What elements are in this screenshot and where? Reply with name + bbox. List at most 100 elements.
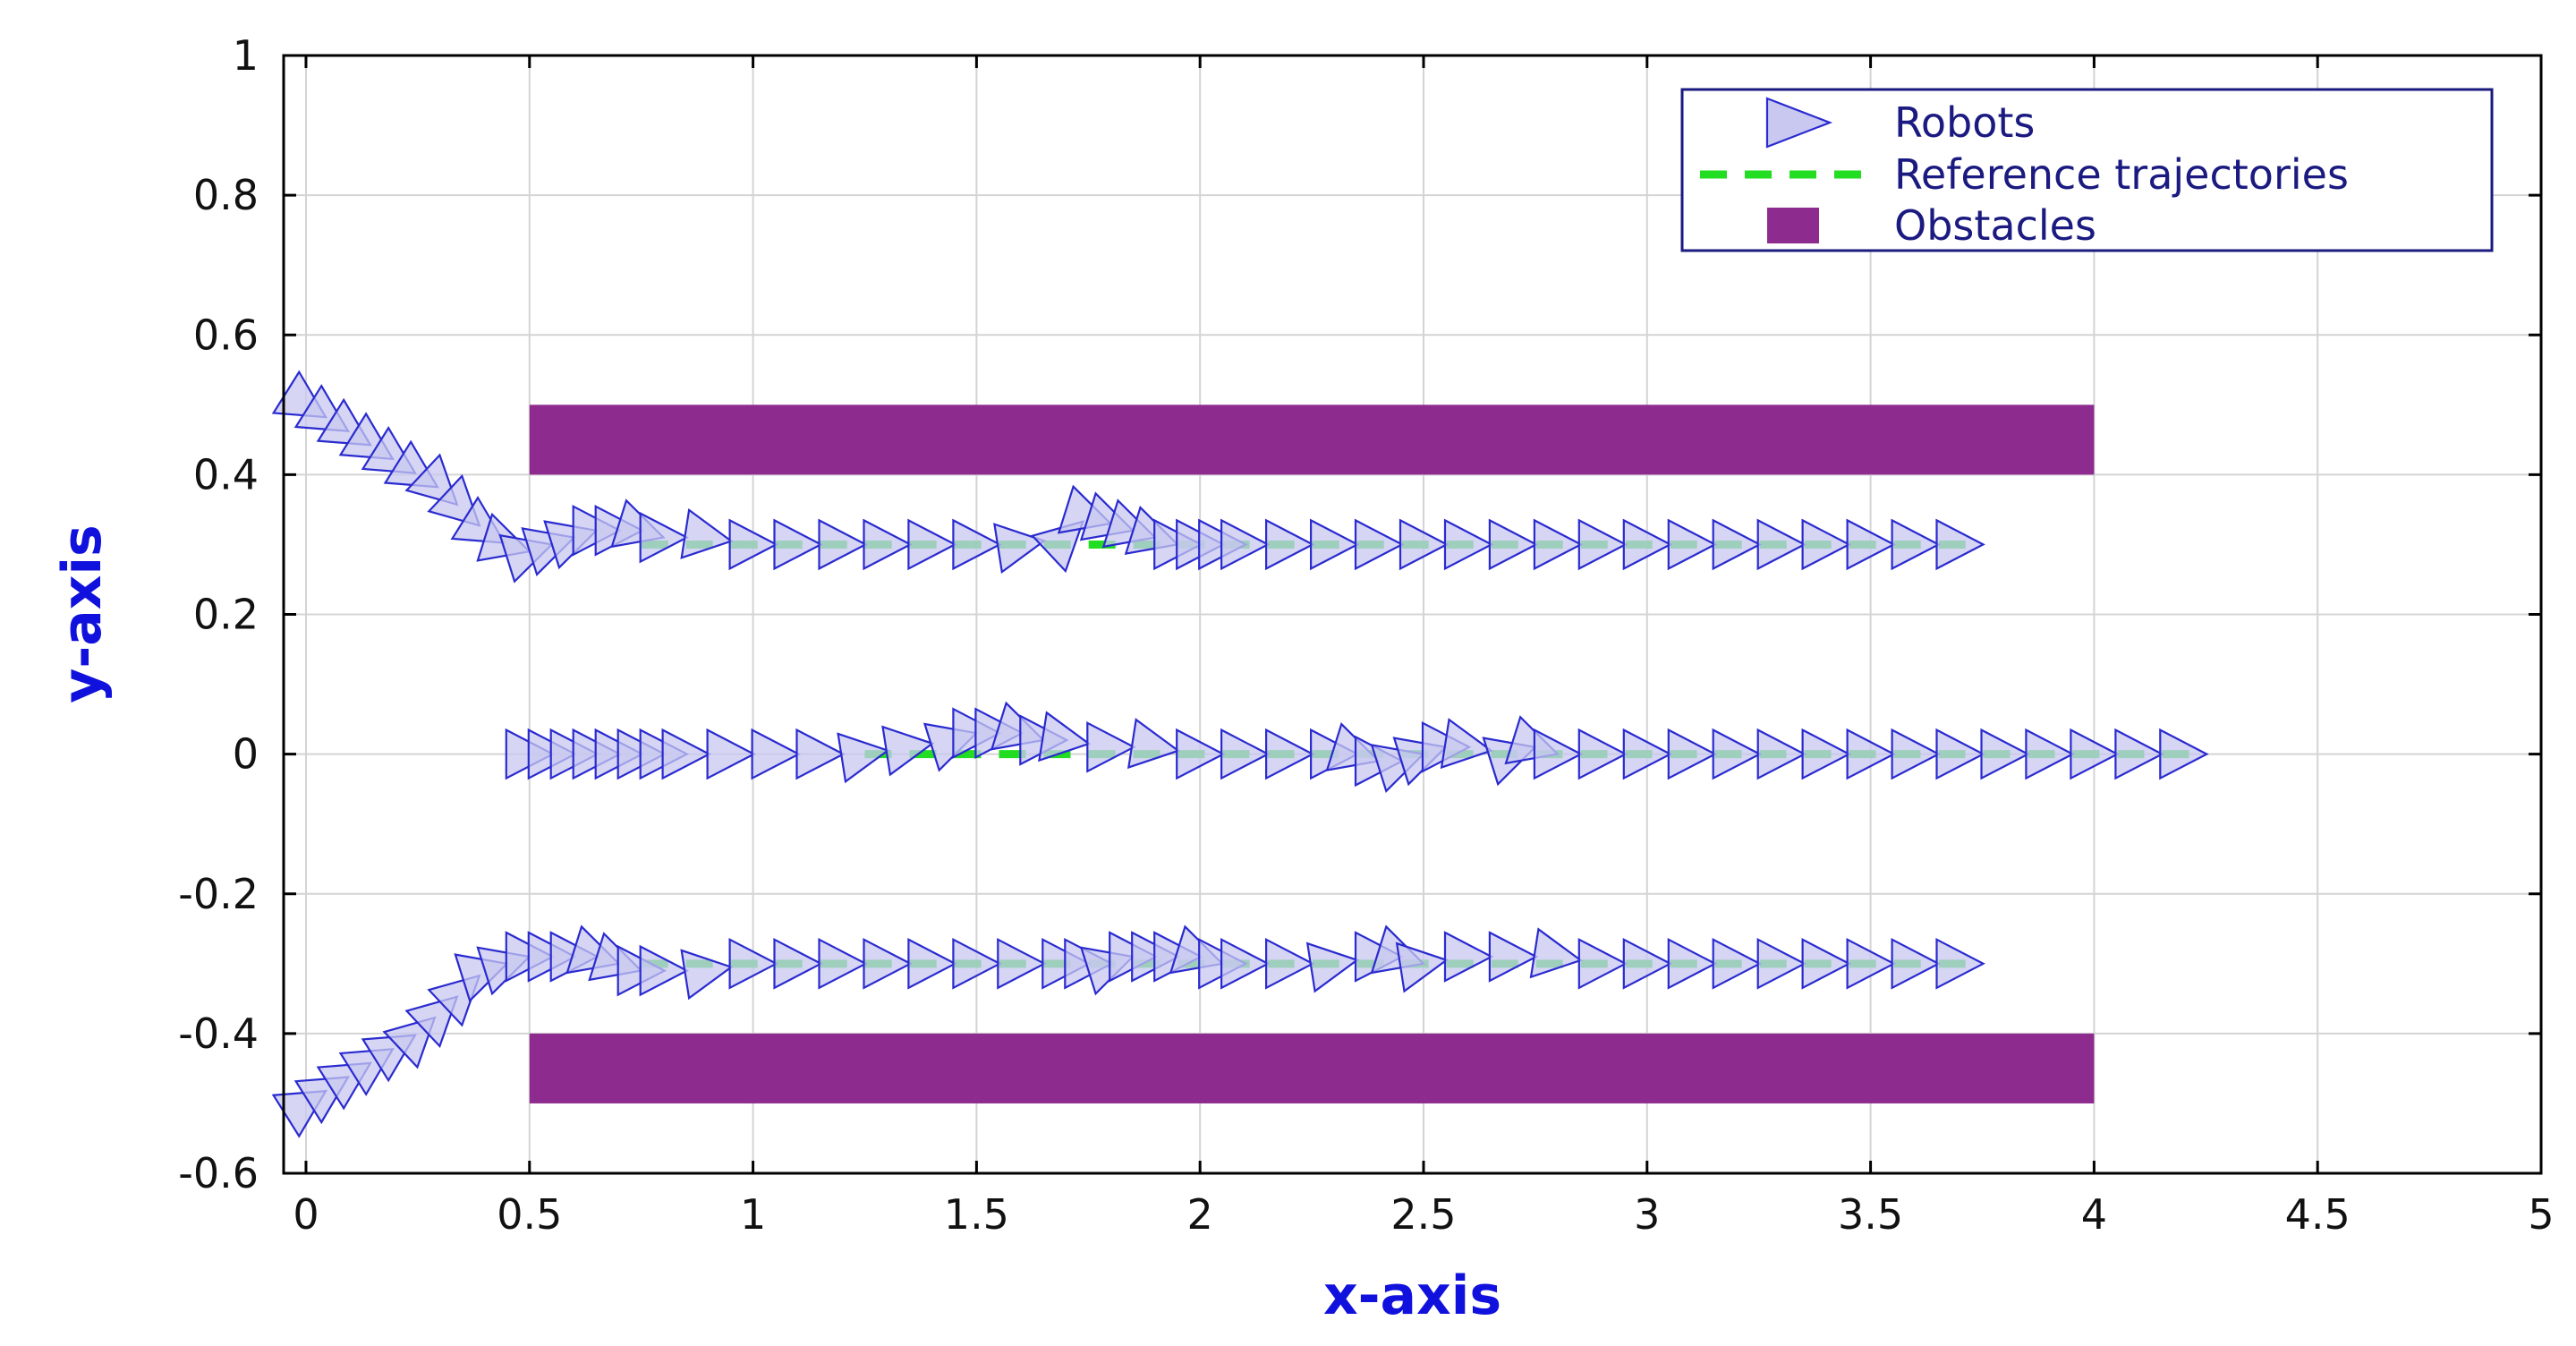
legend-reference-label: Reference trajectories — [1894, 150, 2349, 199]
robot-marker — [1577, 518, 1628, 571]
robot-marker — [1801, 518, 1851, 571]
x-tick-label: 4.5 — [2285, 1190, 2351, 1239]
y-tick-label: 0 — [233, 730, 259, 779]
robot-marker — [1038, 711, 1092, 762]
robot-marker — [1846, 518, 1896, 571]
robot-marker — [881, 725, 935, 777]
robot-marker — [1264, 937, 1315, 990]
robot-marker — [1440, 718, 1494, 770]
robot-series-2 — [505, 701, 2209, 793]
robot-marker — [728, 518, 778, 571]
y-tick-label: 0.4 — [193, 450, 259, 498]
robot-marker — [1126, 718, 1181, 770]
robot-series-3 — [271, 924, 1985, 1138]
robot-marker — [863, 937, 913, 990]
x-tick-label: 1.5 — [944, 1190, 1009, 1239]
robot-marker — [818, 518, 868, 571]
robot-marker — [907, 937, 957, 990]
robot-marker — [795, 728, 846, 780]
robot-marker — [2025, 728, 2075, 780]
robot-marker — [639, 511, 690, 564]
robot-marker — [751, 728, 801, 780]
robot-marker — [818, 937, 868, 990]
robot-marker — [1622, 937, 1673, 990]
legend-obstacles-label: Obstacles — [1894, 201, 2096, 250]
robot-marker — [837, 732, 890, 784]
robot-marker — [404, 453, 459, 507]
obstacle — [529, 1033, 2095, 1103]
robot-marker — [1891, 518, 1941, 571]
robot-marker — [1935, 937, 1985, 990]
robot-marker — [1667, 728, 1718, 780]
x-tick-label: 3 — [1634, 1190, 1660, 1239]
robot-marker — [1533, 728, 1584, 780]
y-axis-title: y-axis — [51, 524, 114, 703]
robot-marker — [1622, 518, 1673, 571]
x-tick-label: 4 — [2081, 1190, 2107, 1239]
robot-marker — [1980, 728, 2030, 780]
robot-marker — [1533, 518, 1584, 571]
robot-marker — [1935, 518, 1985, 571]
x-tick-label: 1 — [740, 1190, 766, 1239]
y-tick-label: 0.6 — [193, 311, 259, 359]
robot-marker — [1488, 518, 1539, 571]
robot-marker — [706, 728, 756, 780]
robot-marker — [382, 1016, 437, 1069]
robot-marker — [1577, 937, 1628, 990]
robot-marker — [1622, 728, 1673, 780]
legend-obstacle-symbol — [1767, 208, 1819, 243]
robot-marker — [1529, 927, 1583, 979]
robot-marker — [1756, 728, 1807, 780]
robot-marker — [1488, 931, 1539, 983]
robot-marker — [1220, 518, 1271, 571]
x-tick-label: 0.5 — [497, 1190, 562, 1239]
robot-marker — [1756, 518, 1807, 571]
robot-marker — [773, 518, 823, 571]
robot-marker — [907, 518, 957, 571]
robot-marker — [1891, 728, 1941, 780]
robot-marker — [1443, 518, 1494, 571]
robot-marker — [427, 473, 481, 527]
robot-marker — [1220, 937, 1271, 990]
robot-marker — [680, 949, 734, 1001]
y-tick-label: -0.2 — [178, 870, 259, 918]
robot-marker — [1086, 720, 1136, 773]
robot-marker — [1309, 518, 1360, 571]
y-tick-label: 0.8 — [193, 171, 259, 219]
robot-marker — [1846, 728, 1896, 780]
robot-marker — [1801, 728, 1851, 780]
obstacle — [529, 405, 2095, 475]
y-tick-label: 1 — [233, 31, 259, 80]
robot-marker — [1305, 941, 1360, 993]
robot-marker — [1176, 728, 1226, 780]
robot-marker — [1354, 518, 1405, 571]
robot-marker — [1935, 728, 1985, 780]
robot-marker — [1030, 520, 1084, 574]
robot-marker — [997, 937, 1047, 990]
robot-marker — [1264, 518, 1315, 571]
robot-marker — [952, 937, 1002, 990]
robot-marker — [1577, 728, 1628, 780]
robot-marker — [1264, 728, 1315, 780]
robot-marker — [1891, 937, 1941, 990]
robot-marker — [1395, 941, 1450, 993]
robot-series-1 — [271, 370, 1985, 584]
robot-marker — [952, 518, 1002, 571]
x-tick-label: 3.5 — [1838, 1190, 1903, 1239]
robot-marker — [1220, 728, 1271, 780]
legend-robots-label: Robots — [1894, 98, 2035, 147]
legend-robot-symbol — [1765, 97, 1833, 149]
robot-marker — [2070, 728, 2120, 780]
robot-marker — [1712, 518, 1763, 571]
robot-marker — [1712, 937, 1763, 990]
x-tick-label: 2.5 — [1390, 1190, 1456, 1239]
y-tick-label: 0.2 — [193, 591, 259, 639]
robot-marker — [404, 995, 459, 1049]
robot-marker — [2114, 728, 2164, 780]
robot-marker — [1667, 518, 1718, 571]
robot-marker — [680, 507, 734, 559]
robot-marker — [1712, 728, 1763, 780]
tick-labels: 0 0.5 1 1.5 2 2.5 3 3.5 4 4.5 5 1 0.8 0.6 0.4 0.2 0 -0.2 -… — [178, 31, 2554, 1239]
